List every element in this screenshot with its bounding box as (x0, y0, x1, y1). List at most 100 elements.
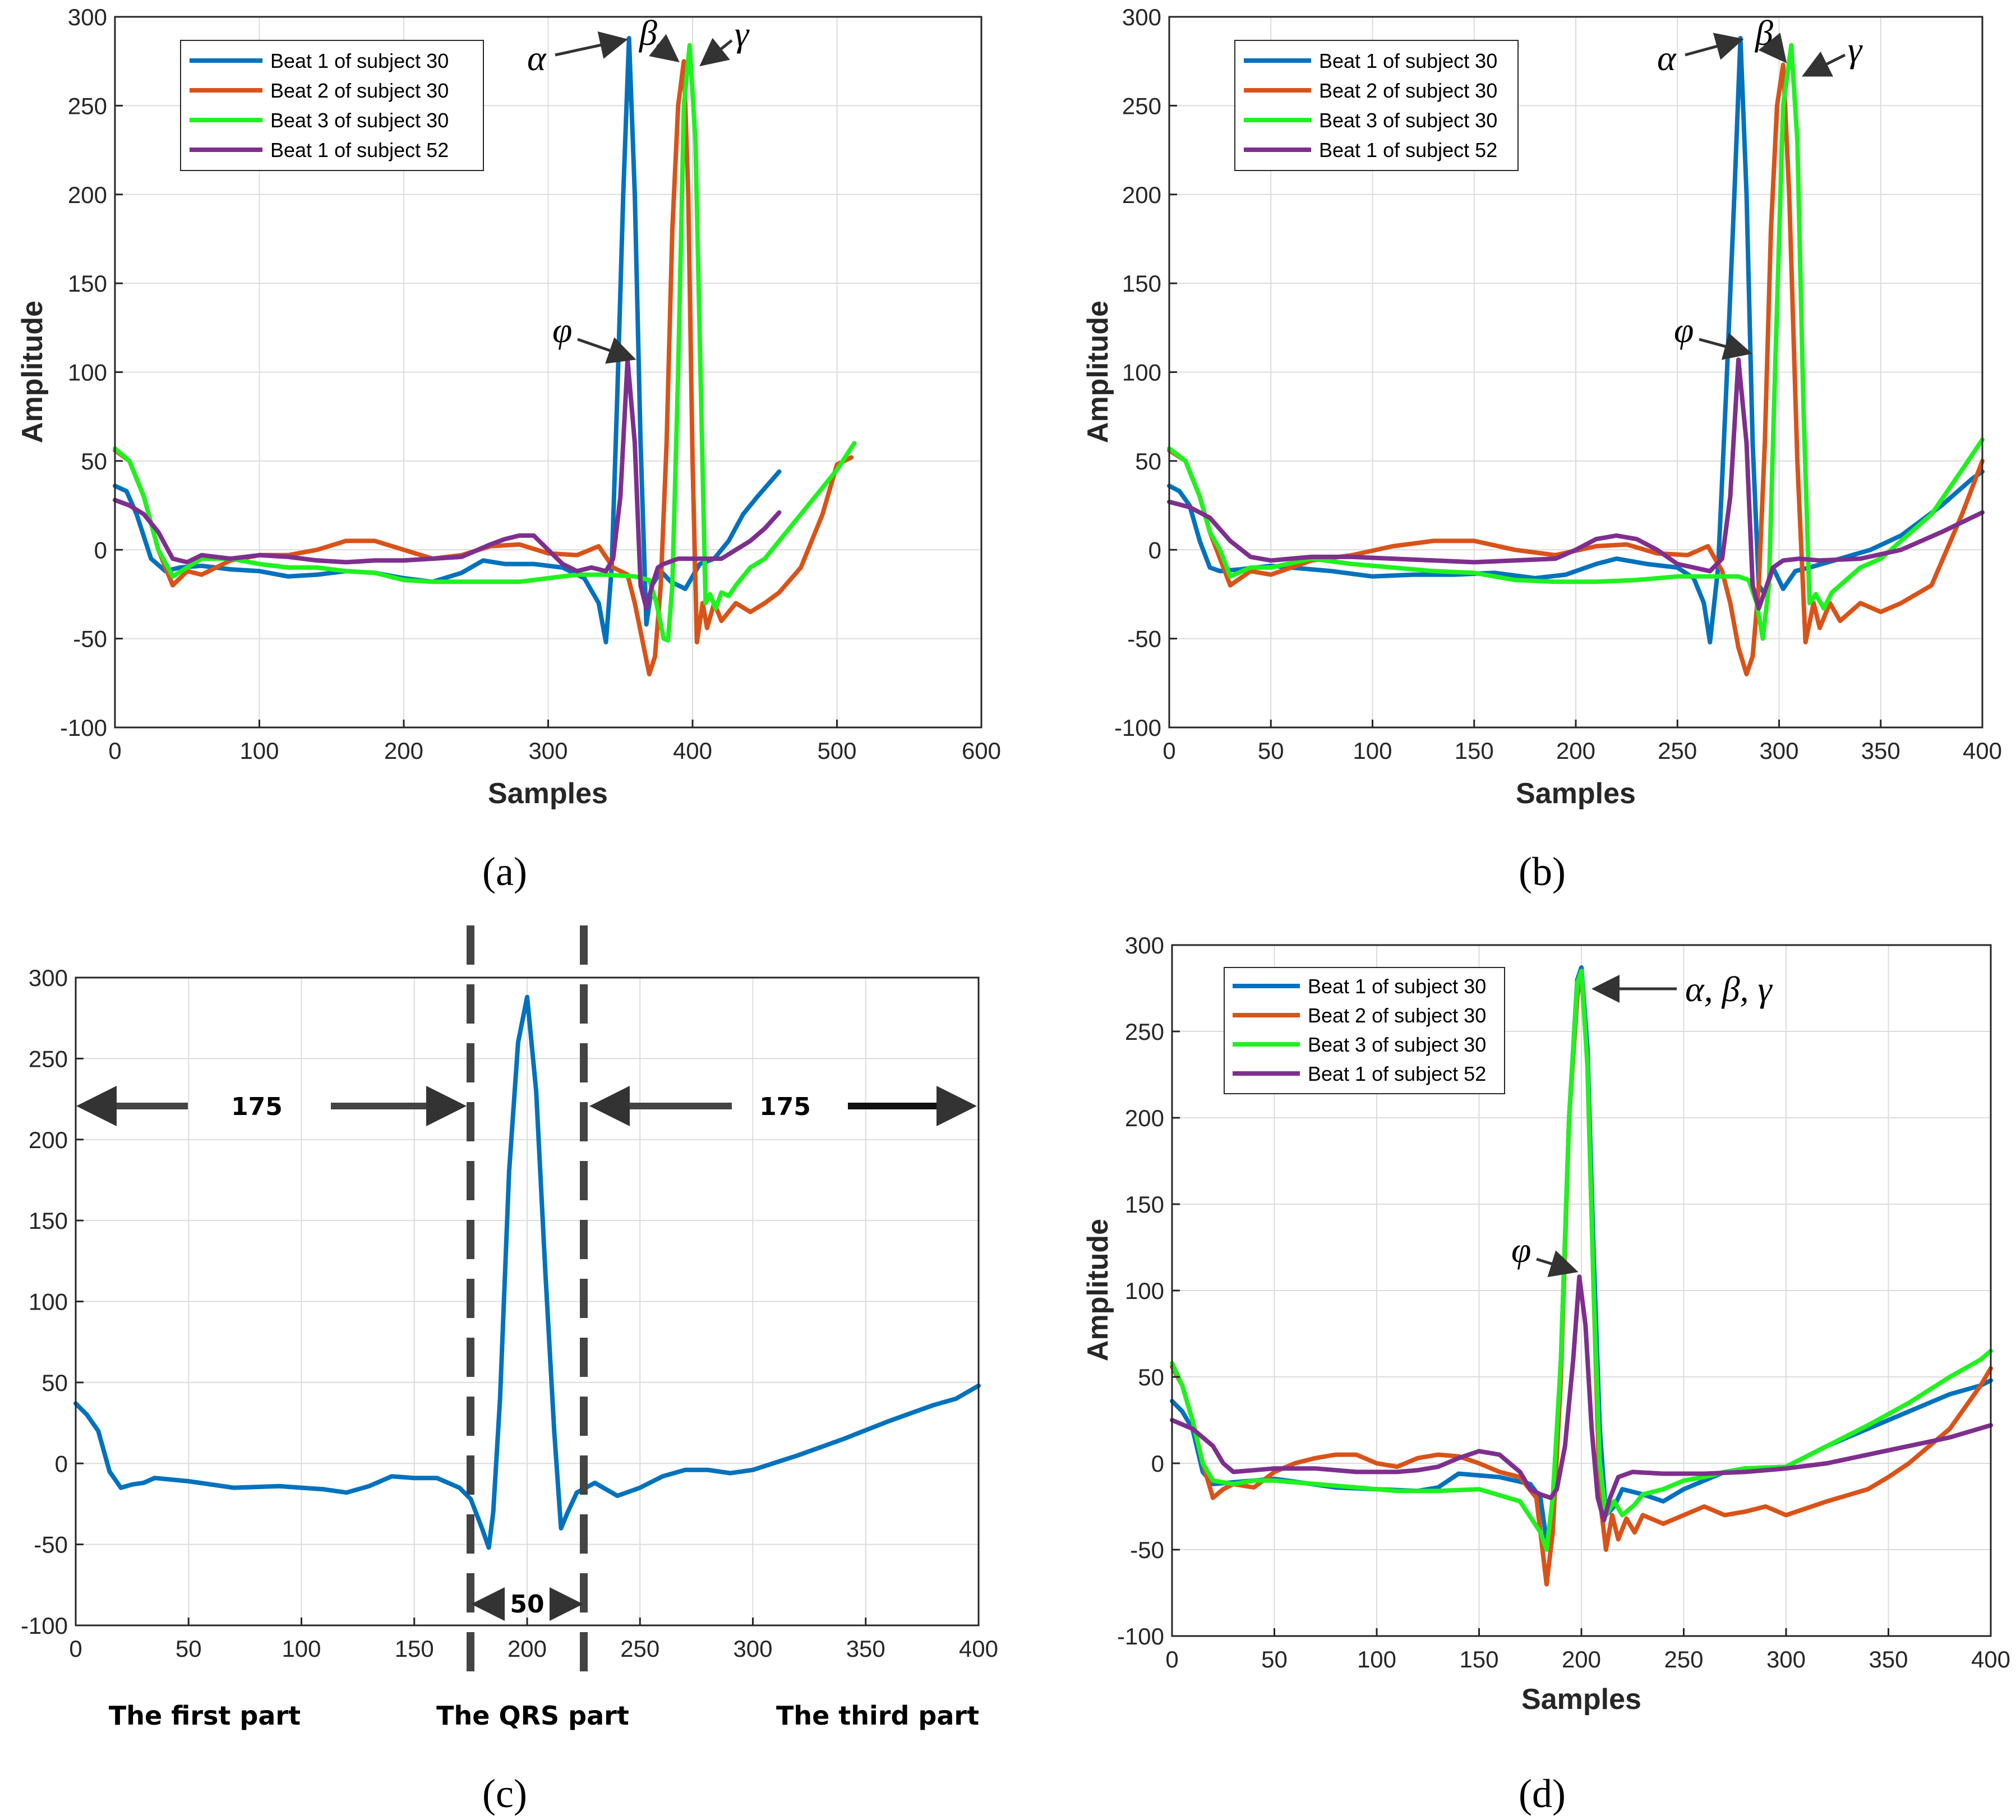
ytick-label: 150 (68, 270, 107, 297)
arrow-gamma-b (1802, 51, 1846, 77)
panel-label-c: (c) (482, 1771, 527, 1816)
yticks-b: -100 -50 0 50 100 150 200 250 300 (1114, 4, 1177, 741)
ytick-label: -50 (73, 626, 107, 652)
ytick-label: -50 (1127, 626, 1161, 652)
xtick-label: 0 (1162, 738, 1175, 764)
arrow-phi-a (577, 337, 636, 364)
xtick-label: 50 (176, 1635, 202, 1662)
ytick-label: 300 (29, 965, 68, 991)
xtick-label: 300 (733, 1635, 772, 1662)
xtick-label: 500 (817, 738, 856, 764)
span-annotations-c: 175 175 50 (76, 1086, 977, 1621)
ytick-label: 0 (94, 537, 107, 563)
ytick-label: 50 (1135, 448, 1161, 474)
annotation-alpha-b: α (1657, 38, 1677, 78)
ytick-label: 300 (68, 4, 107, 30)
arrow-beta-a (649, 34, 680, 63)
ylabel-d: Amplitude (1082, 1219, 1114, 1361)
series-group-b (1167, 36, 1985, 676)
legend-d: Beat 1 of subject 30 Beat 2 of subject 3… (1224, 967, 1505, 1094)
span-label-qrs: 50 (510, 1590, 544, 1619)
annotation-phi-b: φ (1674, 310, 1694, 350)
arrow-alpha-a (555, 31, 628, 59)
series-line-c-0 (73, 994, 981, 1550)
segment-label-qrs: The QRS part (436, 1701, 629, 1731)
xticks-a: 0 100 200 300 400 500 600 (108, 720, 1001, 764)
ytick-label: -100 (1114, 715, 1161, 741)
annotation-beta-b: β (1754, 13, 1773, 53)
xtick-label: 150 (1459, 1646, 1498, 1672)
xtick-label: 0 (69, 1635, 82, 1662)
legend-label-b-1: Beat 2 of subject 30 (1319, 79, 1497, 102)
series-group-c (73, 994, 981, 1550)
ytick-label: -100 (60, 715, 107, 741)
xtick-label: 350 (1869, 1646, 1908, 1672)
ytick-label: 250 (29, 1045, 68, 1072)
chart-c: 0 50 100 150 200 250 300 350 400 -100 -50 0 50 100 15… (21, 925, 998, 1816)
ytick-label: 200 (1125, 1105, 1164, 1131)
arrow-beta-b (1758, 33, 1787, 63)
legend-b: Beat 1 of subject 30 Beat 2 of subject 3… (1234, 40, 1519, 171)
xtick-label: 400 (1971, 1646, 2010, 1672)
ytick-label: 300 (1122, 4, 1161, 30)
xticks-c: 0 50 100 150 200 250 300 350 400 (69, 1618, 998, 1662)
ytick-label: 200 (68, 182, 107, 208)
series-line-d-3 (1170, 1274, 1993, 1523)
ytick-label: 100 (1122, 360, 1161, 386)
chart-b: 0 50 100 150 200 250 300 350 400 -100 -50 0 50 100 15… (1082, 4, 2002, 894)
ytick-label: 50 (81, 448, 107, 474)
legend-label-d-3: Beat 1 of subject 52 (1308, 1062, 1486, 1085)
ytick-label: 250 (1122, 93, 1161, 119)
ytick-label: 100 (29, 1289, 68, 1315)
xtick-label: 50 (1258, 738, 1284, 764)
legend-label-a-3: Beat 1 of subject 52 (270, 139, 449, 162)
xlabel-b: Samples (1516, 777, 1636, 810)
ylabel-b: Amplitude (1082, 301, 1114, 443)
series-line-b-3 (1167, 357, 1985, 611)
xtick-label: 100 (1357, 1646, 1396, 1672)
ytick-label: -50 (34, 1532, 68, 1558)
segment-label-third: The third part (776, 1701, 979, 1731)
span-label-first: 175 (231, 1093, 283, 1121)
xtick-label: 200 (1562, 1646, 1601, 1672)
ytick-label: 100 (68, 360, 107, 386)
xtick-label: 150 (395, 1635, 434, 1662)
xtick-label: 300 (1766, 1646, 1806, 1672)
xtick-label: 200 (1556, 738, 1595, 764)
legend-label-a-1: Beat 2 of subject 30 (270, 79, 449, 102)
legend-label-a-2: Beat 3 of subject 30 (270, 109, 449, 132)
ytick-label: 250 (68, 93, 107, 119)
xtick-label: 0 (1165, 1646, 1178, 1672)
panel-label-a: (a) (482, 849, 527, 894)
panel-label-d: (d) (1519, 1771, 1566, 1816)
xtick-label: 0 (108, 738, 121, 764)
series-line-a-2 (113, 43, 857, 643)
ytick-label: 150 (1125, 1191, 1164, 1218)
ytick-label: -50 (1130, 1537, 1164, 1563)
annotation-phi-a: φ (552, 310, 572, 350)
annotation-alpha-a: α (527, 38, 547, 78)
ytick-label: 150 (1122, 270, 1161, 297)
ytick-label: 250 (1125, 1019, 1164, 1045)
legend-label-d-0: Beat 1 of subject 30 (1308, 975, 1486, 998)
xtick-label: 250 (620, 1635, 659, 1662)
panel-label-b: (b) (1519, 849, 1566, 894)
yticks-a: -100 -50 0 50 100 150 200 250 300 (60, 4, 123, 741)
ytick-label: -100 (1117, 1623, 1164, 1649)
arrow-gamma-a (699, 38, 733, 67)
series-line-b-2 (1167, 43, 1985, 641)
annotation-phi-d: φ (1511, 1230, 1531, 1270)
annotation-gamma-a: γ (735, 14, 750, 54)
xtick-label: 350 (1861, 738, 1900, 764)
xtick-label: 300 (1759, 738, 1798, 764)
legend-label-d-2: Beat 3 of subject 30 (1308, 1033, 1486, 1056)
xlabel-a: Samples (488, 777, 608, 810)
legend-label-d-1: Beat 2 of subject 30 (1308, 1004, 1486, 1027)
xtick-label: 150 (1455, 738, 1494, 764)
legend-label-b-2: Beat 3 of subject 30 (1319, 109, 1497, 132)
segment-label-first: The first part (109, 1701, 301, 1731)
span-label-third: 175 (759, 1093, 811, 1121)
ytick-label: 100 (1125, 1278, 1164, 1304)
ytick-label: 0 (1148, 537, 1161, 563)
